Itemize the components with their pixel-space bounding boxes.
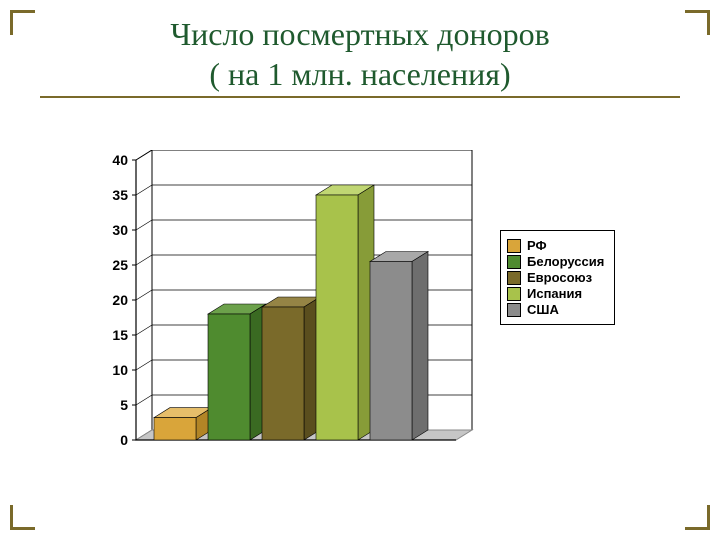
- legend-label: США: [527, 302, 559, 317]
- legend-swatch: [507, 271, 521, 285]
- svg-text:15: 15: [112, 327, 128, 343]
- legend-item: Евросоюз: [507, 270, 604, 285]
- title-underline: [40, 96, 680, 98]
- legend-item: РФ: [507, 238, 604, 253]
- legend-swatch: [507, 303, 521, 317]
- slide: Число посмертных доноров ( на 1 млн. нас…: [0, 0, 720, 540]
- legend-item: США: [507, 302, 604, 317]
- legend-label: Белоруссия: [527, 254, 604, 269]
- chart-title: Число посмертных доноров ( на 1 млн. нас…: [0, 14, 720, 94]
- svg-text:10: 10: [112, 362, 128, 378]
- legend-swatch: [507, 255, 521, 269]
- svg-text:20: 20: [112, 292, 128, 308]
- legend-swatch: [507, 287, 521, 301]
- corner-bottom-left: [10, 505, 35, 530]
- svg-text:0: 0: [120, 432, 128, 448]
- legend-label: РФ: [527, 238, 547, 253]
- svg-text:5: 5: [120, 397, 128, 413]
- svg-text:35: 35: [112, 187, 128, 203]
- svg-text:25: 25: [112, 257, 128, 273]
- legend: РФБелоруссияЕвросоюзИспанияСША: [500, 230, 615, 325]
- legend-item: Белоруссия: [507, 254, 604, 269]
- legend-swatch: [507, 239, 521, 253]
- title-line-2: ( на 1 млн. населения): [209, 56, 510, 92]
- svg-text:40: 40: [112, 152, 128, 168]
- legend-label: Евросоюз: [527, 270, 592, 285]
- svg-text:30: 30: [112, 222, 128, 238]
- legend-item: Испания: [507, 286, 604, 301]
- title-line-1: Число посмертных доноров: [170, 16, 549, 52]
- legend-label: Испания: [527, 286, 582, 301]
- corner-bottom-right: [685, 505, 710, 530]
